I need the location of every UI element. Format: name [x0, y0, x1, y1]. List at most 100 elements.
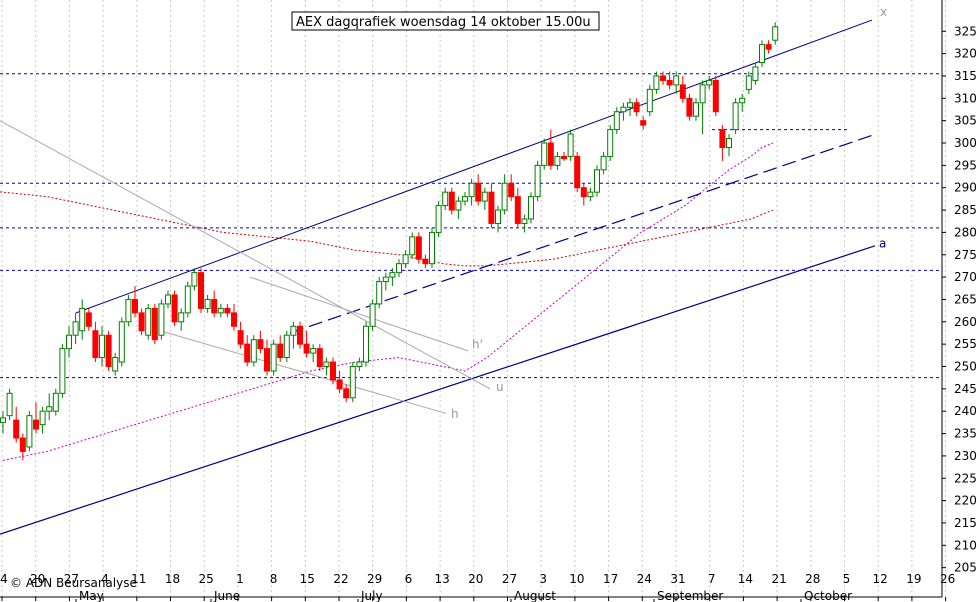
candle-body: [270, 343, 277, 372]
y-tick-label: 255: [954, 337, 977, 351]
y-tick-label: 320: [954, 47, 977, 61]
y-tick-label: 270: [954, 270, 977, 284]
candle-body: [0, 417, 6, 423]
candle-body: [13, 419, 20, 439]
candle-body: [59, 348, 66, 394]
x-tick-label: 25: [199, 572, 214, 586]
chart-title: AEX dagqrafiek woensdag 14 oktober 15.00…: [296, 15, 591, 30]
x-tick-label: 14: [738, 572, 753, 586]
candle-body: [448, 191, 455, 211]
candle-body: [396, 263, 402, 274]
candle-body: [640, 120, 647, 126]
x-tick-label: 13: [434, 572, 449, 586]
month-label: July: [360, 589, 383, 602]
candle-body: [402, 254, 409, 265]
x-tick-label: 22: [333, 572, 348, 586]
candle-body: [541, 142, 548, 166]
candle-body: [257, 339, 264, 350]
candle-body: [165, 294, 171, 305]
candle-body: [158, 303, 165, 336]
candle-body: [217, 307, 224, 314]
candle-body: [633, 102, 640, 113]
trendline-annotation: u: [496, 380, 504, 394]
candle-body: [719, 129, 726, 148]
middle-trendline: [289, 133, 877, 334]
x-tick-label: 12: [873, 572, 888, 586]
y-tick-label: 260: [954, 315, 977, 329]
month-label: June: [213, 589, 240, 602]
x-tick-label: 7: [708, 572, 716, 586]
candle-body: [145, 307, 152, 336]
y-tick-label: 315: [954, 69, 977, 83]
candle-body: [264, 348, 270, 372]
x-tick-label: 11: [131, 572, 146, 586]
y-tick-label: 295: [954, 158, 977, 172]
candle-body: [686, 97, 693, 117]
title-box: [291, 11, 600, 31]
month-label: May: [79, 589, 104, 602]
x-tick-label: 20: [30, 572, 45, 586]
candle-body: [514, 196, 521, 224]
candle-body: [330, 361, 336, 381]
candle-body: [772, 26, 779, 41]
candle-body: [653, 75, 660, 90]
candle-body: [191, 272, 198, 287]
y-tick-label: 325: [954, 24, 977, 38]
candle-body: [475, 182, 482, 202]
candle-body: [752, 66, 759, 81]
candle-body: [660, 75, 666, 81]
candle-body: [39, 410, 46, 426]
candle-body: [739, 97, 746, 104]
y-tick-label: 230: [954, 449, 977, 463]
candle-body: [693, 102, 699, 117]
candle-body: [534, 164, 541, 198]
y-tick-label: 215: [954, 516, 977, 530]
candle-body: [429, 231, 435, 265]
lower-channel-line: [0, 245, 876, 535]
candle-body: [46, 406, 53, 412]
candle-body: [607, 129, 614, 157]
upper-channel-line: [75, 19, 873, 314]
candle-body: [283, 334, 290, 359]
candle-body: [567, 133, 574, 157]
month-label: October: [804, 589, 852, 602]
candle-body: [554, 155, 561, 166]
candle-body: [99, 334, 105, 359]
y-tick-label: 305: [954, 114, 977, 128]
candle-body: [468, 182, 475, 198]
candle-body: [6, 392, 13, 417]
candle-body: [613, 111, 620, 131]
moving-average-long: [0, 191, 774, 267]
candle-body: [171, 294, 178, 323]
candle-body: [726, 138, 732, 148]
x-tick-label: 28: [805, 572, 820, 586]
candle-body: [627, 102, 633, 108]
candle-body: [343, 388, 350, 399]
candle-body: [310, 348, 317, 354]
candle-body: [594, 169, 600, 193]
candle-body: [765, 44, 772, 50]
candle-body: [132, 298, 138, 314]
candle-body: [151, 307, 158, 341]
candle-body: [666, 79, 673, 86]
y-tick-label: 250: [954, 360, 977, 374]
candle-body: [574, 155, 581, 189]
candle-body: [415, 236, 422, 260]
candle-body: [495, 209, 501, 224]
candle-body: [528, 196, 534, 220]
candle-body: [336, 379, 343, 390]
y-tick-label: 265: [954, 292, 977, 306]
candle-body: [673, 75, 680, 86]
y-tick-label: 285: [954, 203, 977, 217]
trendline-annotation: h: [451, 407, 459, 421]
y-tick-label: 290: [954, 181, 977, 195]
x-tick-label: 3: [539, 572, 547, 586]
candle-body: [224, 307, 231, 314]
candle-body: [587, 191, 594, 198]
candle-body: [646, 88, 653, 113]
candle-body: [699, 84, 706, 104]
candle-body: [323, 361, 330, 367]
candle-body: [745, 75, 752, 90]
candle-body: [442, 191, 449, 207]
